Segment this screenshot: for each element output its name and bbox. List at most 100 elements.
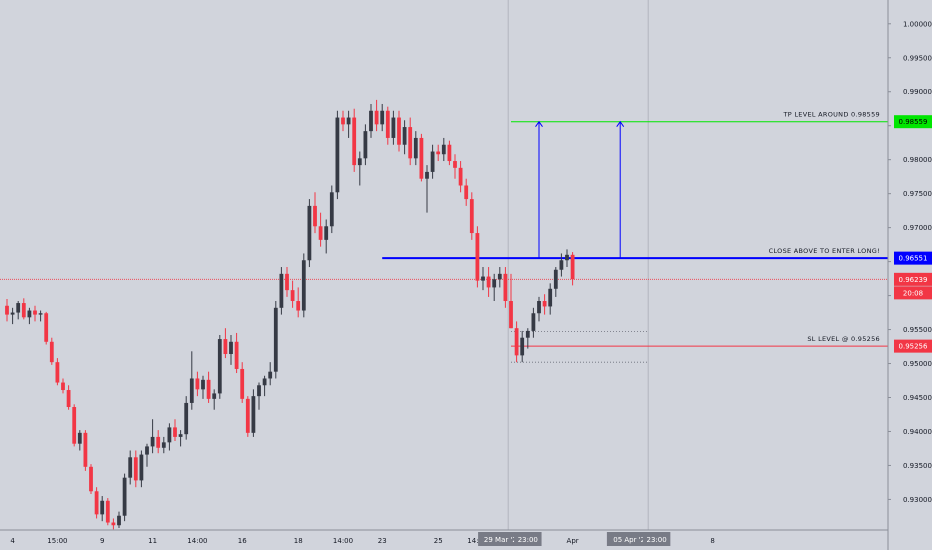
candle bbox=[49, 341, 54, 363]
candle bbox=[559, 260, 564, 270]
price-tick-label: 0.95500 bbox=[903, 326, 932, 334]
sl-level-label: SL LEVEL @ 0.95256 bbox=[807, 335, 880, 343]
time-tick-label: 14:00 bbox=[467, 537, 487, 545]
candle bbox=[285, 273, 289, 291]
candle bbox=[145, 446, 149, 455]
time-badge-label: 29 Mar '20 bbox=[484, 536, 521, 544]
candle bbox=[122, 477, 127, 516]
candle bbox=[262, 378, 267, 386]
candle bbox=[111, 522, 116, 526]
candle bbox=[537, 301, 541, 314]
time-tick-label: 23 bbox=[378, 537, 387, 545]
time-axis[interactable]: 415:0091114:00161814:00232514:00Apr15:00… bbox=[10, 532, 715, 546]
time-tick-label: 11 bbox=[148, 537, 157, 545]
price-badge-label: 0.96239 bbox=[899, 276, 928, 284]
candle bbox=[251, 396, 256, 433]
candle bbox=[173, 427, 177, 437]
time-tick-label: 25 bbox=[434, 537, 443, 545]
candle bbox=[425, 171, 429, 179]
price-badge bbox=[894, 286, 932, 300]
price-tick-label: 0.94000 bbox=[903, 428, 932, 436]
candle bbox=[167, 427, 172, 443]
candle bbox=[402, 127, 407, 145]
price-tick-label: 0.93500 bbox=[903, 462, 932, 470]
candle bbox=[33, 310, 37, 315]
price-tick-label: 0.99500 bbox=[903, 54, 932, 62]
candle bbox=[453, 161, 457, 168]
price-badges: 0.98559 0.96551 0.96239 20:08 0.95256 bbox=[894, 115, 932, 353]
candle bbox=[133, 457, 138, 481]
candles bbox=[5, 99, 575, 530]
level-lines bbox=[0, 121, 888, 363]
time-badge bbox=[514, 532, 542, 546]
candle bbox=[21, 303, 26, 318]
candle bbox=[301, 260, 306, 311]
candle bbox=[553, 269, 558, 289]
candle bbox=[94, 491, 99, 515]
candle bbox=[408, 127, 413, 159]
candle bbox=[128, 457, 133, 478]
candle bbox=[475, 233, 480, 281]
candle bbox=[217, 339, 222, 394]
candle bbox=[548, 288, 553, 307]
time-badge-label: 23:00 bbox=[518, 536, 538, 544]
candle bbox=[380, 110, 385, 125]
time-tick-label: 15:00 bbox=[47, 537, 67, 545]
candle bbox=[397, 117, 401, 145]
candle bbox=[363, 131, 368, 159]
candle bbox=[509, 301, 513, 329]
candle bbox=[83, 432, 88, 467]
candle bbox=[161, 442, 166, 448]
candle bbox=[329, 192, 334, 227]
candle bbox=[385, 110, 390, 138]
candle bbox=[525, 330, 530, 338]
time-tick-label: 8 bbox=[710, 537, 714, 545]
time-badge bbox=[642, 532, 671, 546]
candle bbox=[296, 301, 301, 311]
candle bbox=[150, 436, 155, 447]
price-tick-label: 0.95000 bbox=[903, 360, 932, 368]
candle bbox=[570, 254, 575, 280]
candle bbox=[5, 305, 9, 315]
candle bbox=[38, 313, 43, 315]
candle bbox=[464, 185, 469, 200]
candle bbox=[531, 313, 536, 331]
candle bbox=[469, 199, 474, 234]
candle bbox=[117, 515, 121, 526]
candle bbox=[542, 301, 547, 307]
candle bbox=[458, 167, 463, 186]
candle bbox=[335, 117, 340, 193]
candle bbox=[419, 137, 424, 179]
candle bbox=[352, 117, 357, 166]
arrow-head bbox=[616, 120, 625, 127]
time-tick-label: 16 bbox=[238, 537, 247, 545]
vertical-markers bbox=[507, 0, 649, 530]
price-tick-label: 0.93000 bbox=[903, 496, 932, 504]
candle bbox=[234, 341, 239, 369]
candle bbox=[195, 378, 200, 390]
candle bbox=[486, 276, 491, 288]
candle bbox=[72, 407, 77, 444]
candle bbox=[497, 273, 502, 280]
price-tick-label: 0.98000 bbox=[903, 156, 932, 164]
time-tick-label: 14:00 bbox=[333, 537, 353, 545]
time-tick-label: 9 bbox=[100, 537, 104, 545]
candle bbox=[245, 398, 250, 433]
candle bbox=[313, 205, 317, 227]
candle bbox=[324, 226, 329, 240]
arrow-head bbox=[535, 120, 543, 127]
candle bbox=[290, 290, 295, 302]
candle bbox=[503, 273, 508, 302]
time-tick-label: 14:00 bbox=[187, 537, 207, 545]
candle bbox=[223, 339, 228, 355]
candle bbox=[441, 144, 446, 155]
level-labels: TP LEVEL AROUND 0.98559 CLOSE ABOVE TO EN… bbox=[769, 111, 880, 343]
candle bbox=[565, 254, 569, 261]
price-badge bbox=[894, 251, 932, 265]
candle bbox=[257, 385, 261, 397]
price-tick-label: 0.94500 bbox=[903, 394, 932, 402]
candle bbox=[105, 500, 110, 523]
candle bbox=[279, 273, 284, 308]
